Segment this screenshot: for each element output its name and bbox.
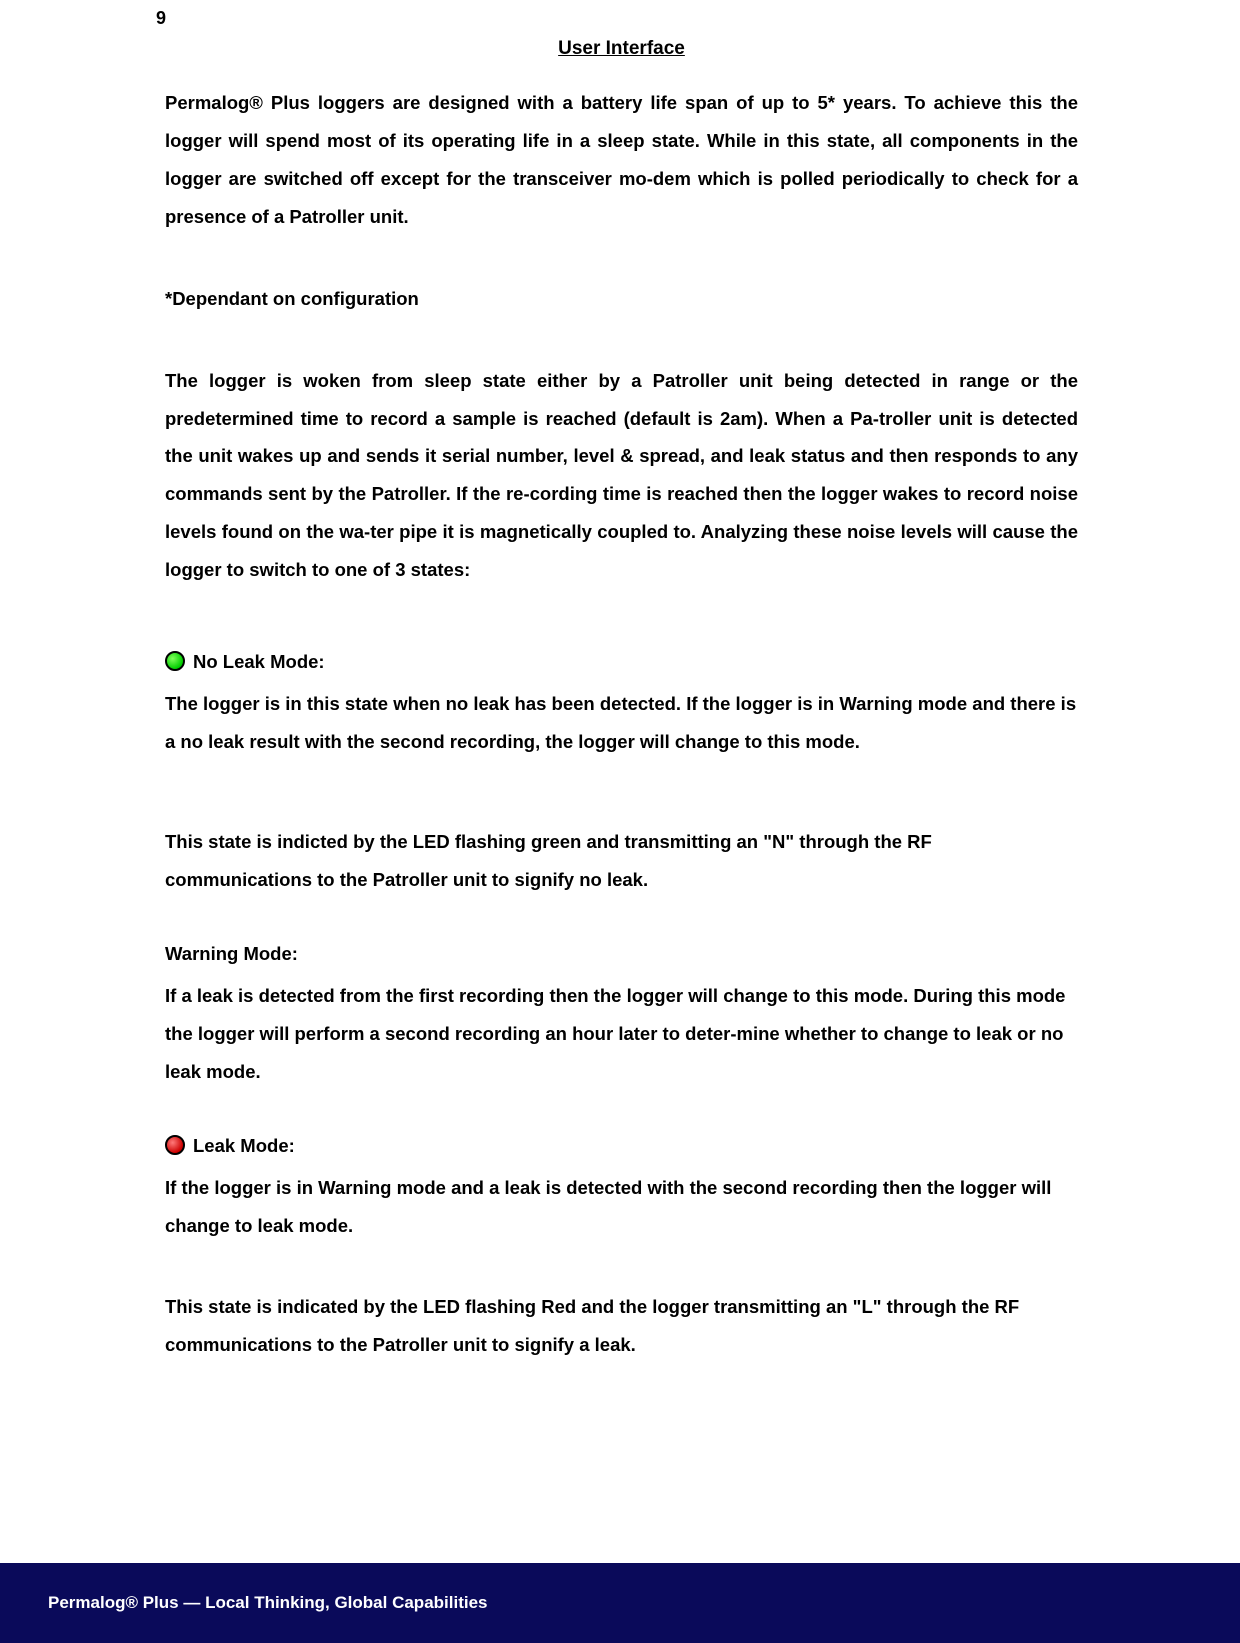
red-dot-icon xyxy=(165,1135,185,1155)
wake-paragraph: The logger is woken from sleep state eit… xyxy=(165,362,1078,590)
leak-body-1: If the logger is in Warning mode and a l… xyxy=(165,1169,1078,1245)
content-area: User Interface Permalog® Plus loggers ar… xyxy=(165,38,1078,1388)
leak-heading: Leak Mode: xyxy=(165,1135,1078,1157)
page-number: 9 xyxy=(156,8,166,29)
green-dot-icon xyxy=(165,651,185,671)
no-leak-heading-label: No Leak Mode: xyxy=(193,651,325,673)
no-leak-body-1: The logger is in this state when no leak… xyxy=(165,685,1078,761)
no-leak-body-2: This state is indicted by the LED flashi… xyxy=(165,823,1078,899)
warning-heading-label: Warning Mode: xyxy=(165,943,298,965)
warning-body: If a leak is detected from the first rec… xyxy=(165,977,1078,1091)
footer-text: Permalog® Plus — Local Thinking, Global … xyxy=(48,1593,488,1613)
warning-heading: Warning Mode: xyxy=(165,943,1078,965)
leak-body-2: This state is indicated by the LED flash… xyxy=(165,1288,1078,1364)
leak-heading-label: Leak Mode: xyxy=(193,1135,295,1157)
page-title: User Interface xyxy=(165,38,1078,60)
footer-bar: Permalog® Plus — Local Thinking, Global … xyxy=(0,1563,1240,1643)
footnote-paragraph: *Dependant on configuration xyxy=(165,280,1078,318)
intro-paragraph: Permalog® Plus loggers are designed with… xyxy=(165,84,1078,236)
no-leak-heading: No Leak Mode: xyxy=(165,651,1078,673)
